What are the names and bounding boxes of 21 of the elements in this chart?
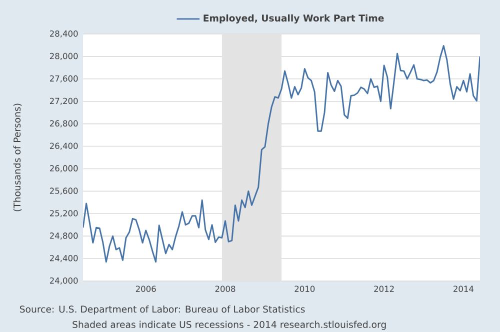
y-tick-label: 27,200 xyxy=(50,98,78,105)
y-tick-label: 25,600 xyxy=(50,188,78,195)
x-tick-label: 2012 xyxy=(374,286,394,292)
y-tick-label: 26,400 xyxy=(50,142,78,150)
y-tick-label: 26,000 xyxy=(50,165,78,172)
y-tick-label: 24,800 xyxy=(50,232,78,240)
y-axis-title: (Thousands of Persons) xyxy=(13,104,22,212)
y-tick-label: 25,200 xyxy=(50,210,78,218)
x-tick-label: 2006 xyxy=(136,286,156,292)
x-tick-label: 2008 xyxy=(215,286,236,292)
y-tick-label: 28,000 xyxy=(50,52,78,60)
y-tick-label: 27,600 xyxy=(50,75,78,82)
y-tick-label: 24,400 xyxy=(50,254,78,262)
source-note: Source: U.S. Department of Labor: Bureau of Labor Statistics xyxy=(20,305,305,315)
y-tick-label: 28,400 xyxy=(50,30,78,38)
y-tick-label: 24,000 xyxy=(50,277,78,285)
legend-label: Employed, Usually Work Part Time xyxy=(204,14,384,24)
y-tick-label: 26,800 xyxy=(50,120,78,128)
x-tick-label: 2014 xyxy=(454,286,474,292)
x-tick-label: 2010 xyxy=(294,286,315,292)
text: Shaded areas indicate US recessions - 2014 research.stlouisfed.org xyxy=(72,320,386,330)
